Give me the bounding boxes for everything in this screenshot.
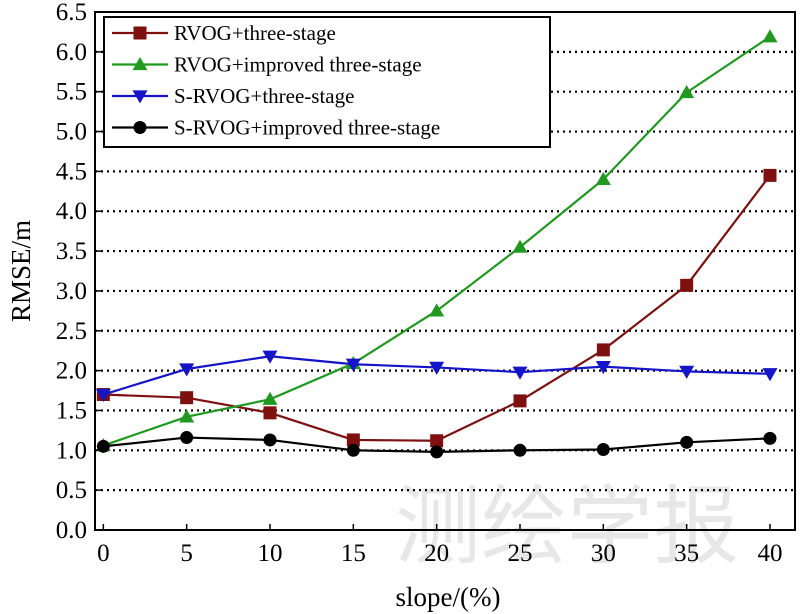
x-tick-label: 40 (758, 540, 783, 567)
x-tick-label: 15 (341, 540, 366, 567)
data-point (680, 435, 694, 449)
data-point (595, 171, 611, 185)
legend-entry: S-RVOG+three-stage (112, 84, 354, 108)
data-point (179, 363, 195, 377)
x-tick-label: 35 (674, 540, 699, 567)
y-tick-label: 2.5 (56, 318, 87, 345)
y-tick-label: 6.0 (56, 39, 87, 66)
y-tick-label: 1.5 (56, 397, 87, 424)
data-point (429, 303, 445, 317)
data-point (430, 445, 444, 459)
data-point (680, 278, 694, 292)
axes: 0.0 0.5 1.0 1.5 2.0 2.5 3.0 3.5 4.0 4.5 5.0 5.5 6.0 6… (56, 0, 783, 567)
series-4 (96, 431, 777, 459)
y-axis-title: RMSE/m (6, 220, 36, 322)
data-point (263, 406, 277, 420)
x-tick-label: 5 (180, 540, 193, 567)
legend-swatch-marker (133, 121, 147, 134)
y-tick-label: 1.0 (56, 437, 87, 464)
legend-swatch-marker (133, 26, 147, 40)
y-tick-label: 0.0 (56, 517, 87, 544)
data-point (679, 365, 695, 379)
data-point (346, 443, 360, 457)
data-point (95, 388, 111, 403)
x-tick-label: 0 (97, 540, 110, 567)
legend-entry: S-RVOG+improved three-stage (112, 116, 440, 140)
legend-label: RVOG+improved three-stage (174, 53, 422, 77)
legend-entry: RVOG+improved three-stage (112, 53, 422, 77)
x-tick-label: 30 (591, 540, 616, 567)
legend-label: S-RVOG+three-stage (174, 84, 354, 108)
legend-label: S-RVOG+improved three-stage (174, 116, 440, 140)
x-axis-title: slope/(%) (396, 582, 501, 612)
legend-swatch-marker (132, 90, 148, 104)
data-point (512, 366, 528, 380)
data-point (346, 433, 360, 447)
y-tick-label: 2.0 (56, 358, 87, 385)
data-point (763, 431, 777, 445)
legend-entry: RVOG+three-stage (112, 21, 336, 45)
y-tick-label: 3.5 (56, 238, 87, 265)
legend-swatch-marker (132, 57, 148, 71)
data-point (513, 443, 527, 457)
data-point (180, 431, 194, 445)
data-point (345, 358, 361, 372)
legend-label: RVOG+three-stage (174, 21, 336, 45)
data-point (262, 350, 278, 364)
y-tick-label: 3.0 (56, 278, 87, 305)
data-point (513, 394, 527, 408)
data-point (596, 443, 610, 457)
data-point (762, 368, 778, 382)
x-tick-label: 25 (508, 540, 533, 567)
data-point (512, 239, 528, 253)
y-tick-label: 6.5 (56, 0, 87, 26)
x-tick-label: 10 (258, 540, 283, 567)
legend-box (103, 16, 551, 148)
data-point (263, 433, 277, 447)
watermark-text: 测绘学报 (395, 477, 739, 577)
y-tick-label: 5.0 (56, 119, 87, 146)
y-tick-label: 0.5 (56, 477, 87, 504)
data-point (595, 361, 611, 375)
data-point (179, 409, 195, 423)
legend: RVOG+three-stage RVOG+improved three-stag… (103, 16, 551, 148)
data-point (430, 434, 444, 448)
series-layer (95, 29, 778, 459)
data-point (762, 29, 778, 43)
x-tick-label: 20 (424, 540, 449, 567)
plot-frame (94, 11, 796, 531)
y-tick-label: 4.5 (56, 158, 87, 185)
data-point (596, 343, 610, 357)
data-point (429, 361, 445, 375)
data-point (180, 391, 194, 405)
data-point (679, 84, 695, 99)
y-tick-label: 5.5 (56, 79, 87, 106)
series-3 (95, 350, 778, 403)
data-point (763, 168, 777, 182)
data-point (262, 391, 278, 405)
y-tick-label: 4.0 (56, 198, 87, 225)
